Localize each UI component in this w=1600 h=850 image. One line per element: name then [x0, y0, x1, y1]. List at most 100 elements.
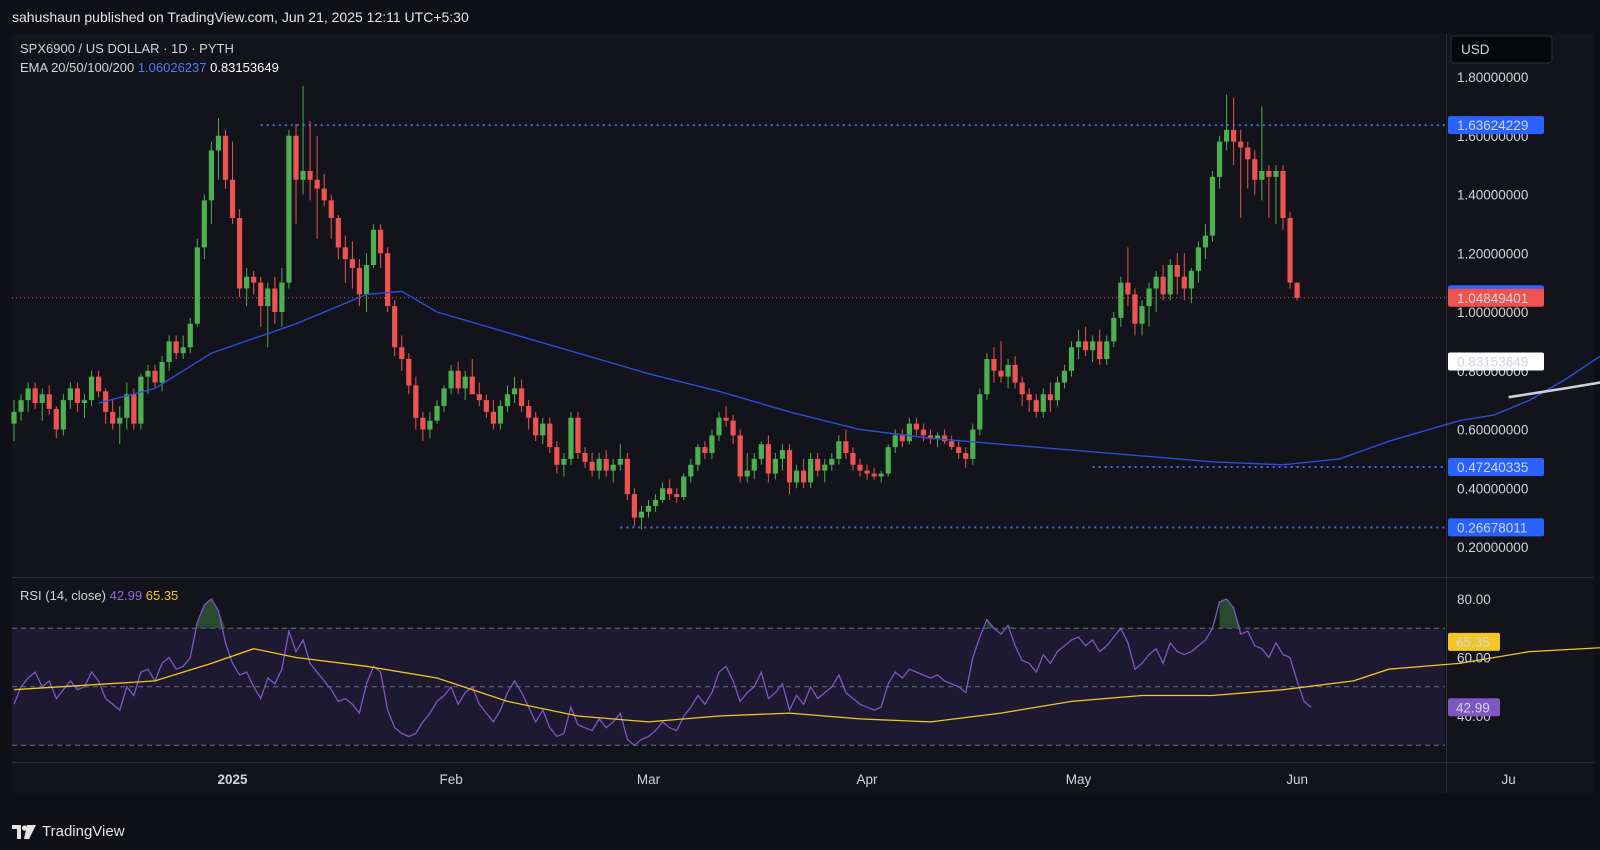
- price-tag: 1.04849401: [1448, 288, 1544, 307]
- rsi-axis-tick: 60.00: [1457, 651, 1491, 666]
- candle-body: [963, 453, 969, 459]
- candle-body: [519, 388, 525, 406]
- candle: [173, 335, 179, 359]
- candle: [314, 135, 320, 239]
- candle: [399, 335, 405, 371]
- candle: [215, 118, 222, 180]
- candle: [1012, 356, 1018, 389]
- top-bar: sahushaun published on TradingView.com, …: [0, 0, 1600, 34]
- candle-body: [166, 341, 172, 362]
- candle-body: [173, 341, 179, 354]
- candle-body: [991, 359, 997, 371]
- candle: [645, 500, 652, 518]
- price-tag-label: 0.83153649: [1457, 354, 1528, 369]
- candle: [540, 417, 546, 445]
- candle-body: [145, 370, 151, 377]
- candle: [60, 394, 66, 436]
- candle: [1174, 253, 1180, 295]
- candle: [159, 356, 165, 392]
- candle: [1167, 259, 1173, 301]
- currency-box: [1450, 35, 1553, 64]
- candle: [709, 429, 715, 459]
- candle: [638, 505, 645, 530]
- candle-body: [258, 282, 264, 307]
- candle-body: [709, 435, 715, 453]
- time-axis-label: 2025: [218, 772, 249, 787]
- candle: [476, 382, 482, 406]
- candle-body: [526, 406, 532, 418]
- candle: [1146, 282, 1152, 327]
- candle-body: [801, 470, 807, 483]
- candle: [427, 411, 433, 439]
- candle-body: [1259, 171, 1265, 180]
- candle: [871, 467, 877, 480]
- candle: [899, 429, 905, 448]
- candle-body: [39, 394, 45, 404]
- currency-selector[interactable]: USD: [1450, 35, 1553, 64]
- candle-body: [723, 417, 729, 421]
- candle: [356, 259, 363, 307]
- rsi-axis-tick: 80.00: [1457, 592, 1491, 607]
- candle-body: [60, 400, 66, 430]
- brand[interactable]: TradingView: [12, 823, 125, 840]
- candle: [1294, 282, 1300, 301]
- candle-body: [568, 417, 574, 459]
- candle-body: [547, 423, 553, 448]
- candle-body: [1075, 341, 1082, 348]
- candle: [74, 382, 81, 412]
- time-axis-label: Mar: [637, 772, 661, 787]
- candle: [11, 400, 17, 442]
- candle: [1188, 267, 1194, 304]
- candle: [519, 379, 525, 412]
- candle: [815, 453, 821, 477]
- price-tag: 0.47240335: [1448, 457, 1544, 476]
- candle: [1054, 376, 1060, 406]
- candle-body: [1026, 394, 1032, 401]
- candle: [152, 364, 158, 389]
- candle-body: [434, 406, 440, 421]
- candle: [1252, 150, 1258, 195]
- candle-body: [589, 461, 595, 471]
- candle-body: [765, 444, 771, 474]
- candle-body: [1160, 276, 1166, 295]
- candle: [469, 359, 475, 395]
- bottom-bar: TradingView: [0, 815, 1600, 850]
- candle: [808, 453, 814, 489]
- ema-legend-value-1: 1.06026237: [134, 60, 206, 75]
- candle-body: [420, 417, 426, 430]
- candle-body: [857, 464, 863, 471]
- brand-name: TradingView: [42, 823, 125, 840]
- time-axis-label: Ju: [1501, 772, 1515, 787]
- candle-body: [829, 458, 835, 465]
- candle: [392, 300, 398, 357]
- candle: [244, 267, 250, 307]
- candle: [413, 376, 419, 430]
- candle: [286, 129, 292, 289]
- candle-body: [624, 458, 630, 495]
- candle-body: [187, 323, 193, 348]
- candle-body: [645, 505, 652, 512]
- candle: [688, 458, 694, 483]
- candle-body: [110, 411, 116, 424]
- candle: [547, 417, 553, 453]
- candle: [1160, 265, 1166, 301]
- candle: [321, 173, 327, 207]
- candle-body: [138, 376, 144, 424]
- candle: [1111, 312, 1117, 348]
- candle: [222, 129, 229, 189]
- candle: [1153, 270, 1159, 312]
- candle-body: [356, 267, 363, 295]
- candle: [39, 388, 45, 421]
- candle-body: [554, 447, 560, 465]
- candle: [758, 441, 764, 465]
- candle: [455, 361, 461, 395]
- candle-body: [1090, 341, 1096, 351]
- candle-body: [1174, 265, 1180, 277]
- candle: [385, 247, 391, 312]
- candle-body: [638, 511, 645, 518]
- candle: [25, 382, 31, 412]
- chart-area[interactable]: 1.800000001.600000001.400000001.20000000…: [0, 0, 1600, 815]
- candle: [603, 450, 609, 477]
- candle-body: [681, 476, 687, 498]
- candle-body: [265, 288, 271, 307]
